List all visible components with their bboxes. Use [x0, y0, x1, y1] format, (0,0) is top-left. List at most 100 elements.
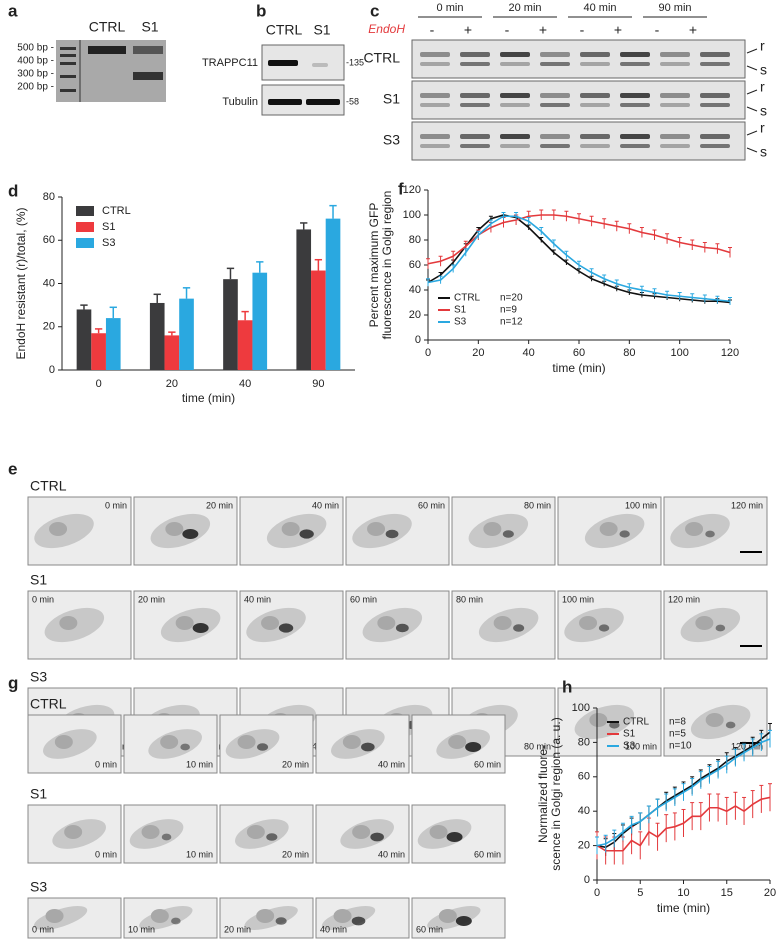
blot-band — [460, 62, 490, 66]
x-tick-label: 10 — [677, 887, 689, 899]
band-label: s — [760, 62, 767, 78]
time-label: 60 min — [474, 759, 501, 769]
row-label: S1 — [30, 572, 47, 588]
blot-band — [700, 134, 730, 139]
bar — [252, 272, 268, 370]
band-label: r — [760, 79, 765, 95]
blot — [411, 80, 746, 120]
x-tick-label: 0 — [96, 378, 102, 390]
blot-band — [420, 62, 450, 66]
time-label: 20 min — [206, 500, 233, 510]
band-label: r — [760, 120, 765, 136]
blot-band — [580, 134, 610, 139]
legend-swatch — [76, 222, 94, 232]
nucleus — [64, 825, 83, 839]
blot-band — [540, 103, 570, 107]
band-label: s — [760, 144, 767, 160]
blot-band — [580, 144, 610, 148]
nucleus — [45, 909, 64, 923]
time-label: 40 min — [378, 849, 405, 859]
sign: + — [689, 22, 697, 38]
treatment-label: EndoH — [368, 22, 405, 36]
y-tick-label: 40 — [578, 805, 590, 817]
time-label: 0 min — [32, 594, 54, 604]
nucleus — [483, 522, 502, 536]
panel-letter: h — [562, 677, 572, 696]
legend-swatch — [76, 238, 94, 248]
time-label: 80 min — [524, 741, 551, 751]
legend-swatch — [76, 206, 94, 216]
lane-label: S1 — [141, 19, 158, 35]
time-label: 20 min — [282, 759, 309, 769]
blot-band — [660, 144, 690, 148]
time-label: 0 min — [95, 849, 117, 859]
time-label: 20 min — [138, 594, 165, 604]
nucleus — [367, 522, 386, 536]
lane-label: CTRL — [89, 19, 126, 35]
golgi — [192, 623, 209, 633]
blot-band — [580, 103, 610, 107]
blot-band — [660, 93, 690, 98]
golgi — [351, 916, 366, 926]
time-header: 20 min — [508, 2, 541, 14]
panel-letter: a — [8, 1, 18, 20]
x-axis-label: time (min) — [657, 901, 710, 915]
time-label: 100 min — [625, 741, 657, 751]
blot-band — [700, 52, 730, 57]
blot-band — [306, 99, 340, 105]
blot-band — [268, 60, 298, 66]
nucleus — [54, 735, 73, 749]
blot-band — [540, 134, 570, 139]
nucleus — [246, 825, 265, 839]
legend-label: S3 — [102, 237, 115, 249]
nucleus — [599, 522, 618, 536]
blot-band — [420, 103, 450, 107]
arrow — [746, 65, 758, 71]
y-tick-label: 80 — [578, 736, 590, 748]
nucleus — [261, 616, 280, 630]
legend-label: CTRL — [454, 293, 481, 304]
series-line — [427, 215, 731, 303]
size-marker: -58 — [346, 96, 359, 106]
nucleus — [256, 909, 275, 923]
blot-band — [580, 62, 610, 66]
sign: + — [614, 22, 622, 38]
sign: - — [430, 22, 435, 38]
x-tick-label: 20 — [472, 347, 484, 359]
arrow — [746, 89, 758, 95]
bar — [105, 318, 121, 370]
nucleus — [281, 522, 300, 536]
bar — [91, 333, 106, 370]
gel-band — [133, 72, 163, 80]
x-tick-label: 60 — [573, 347, 585, 359]
row-label: S3 — [30, 669, 47, 685]
y-tick-label: 20 — [409, 309, 421, 321]
gel-band — [88, 46, 126, 54]
blot-band — [700, 144, 730, 148]
golgi — [513, 624, 525, 632]
nucleus — [141, 825, 160, 839]
blot-band — [460, 103, 490, 107]
blot-band — [660, 103, 690, 107]
blot-band — [500, 134, 530, 139]
legend-label: CTRL — [102, 205, 131, 217]
legend-n: n=12 — [500, 317, 523, 328]
y-tick-label: 80 — [409, 234, 421, 246]
nucleus — [175, 616, 194, 630]
blot-band — [500, 52, 530, 57]
blot-band — [620, 134, 650, 139]
blot-band — [420, 93, 450, 98]
row-label: S3 — [30, 879, 47, 895]
time-label: 60 min — [474, 849, 501, 859]
time-label: 10 min — [186, 849, 213, 859]
nucleus — [160, 735, 179, 749]
time-label: 0 min — [32, 924, 54, 934]
nucleus — [695, 616, 714, 630]
sign: - — [655, 22, 660, 38]
size-marker: 400 bp - — [17, 56, 54, 67]
nucleus — [685, 522, 704, 536]
nucleus — [438, 909, 457, 923]
golgi — [180, 743, 190, 751]
time-label: 100 min — [625, 500, 657, 510]
time-header: 0 min — [437, 2, 464, 14]
